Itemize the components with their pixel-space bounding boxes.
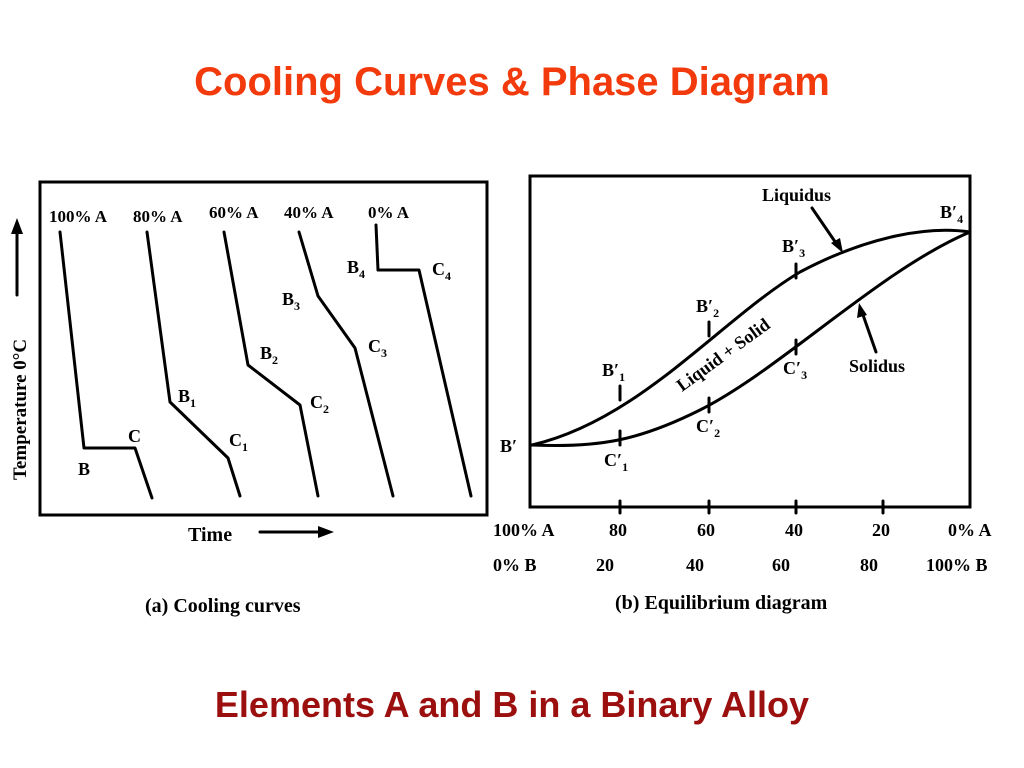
point-C3-prime: C′3 xyxy=(783,358,807,382)
point-C1-prime: C′1 xyxy=(604,450,628,474)
liquidus-curve xyxy=(530,228,972,447)
a-tick-1: 80 xyxy=(609,520,627,540)
solidus-label: Solidus xyxy=(849,356,905,376)
cooling-y-axis: Temperature 0°C xyxy=(10,218,31,480)
b-tick-2: 40 xyxy=(686,555,704,575)
solidus-curve xyxy=(530,230,972,448)
point-B3: B3 xyxy=(282,289,300,313)
curve-header-80A: 80% A xyxy=(133,207,183,226)
cooling-curve-100A xyxy=(58,230,154,500)
point-B: B xyxy=(78,459,90,479)
a-tick-3: 40 xyxy=(785,520,803,540)
solidus-arrow xyxy=(860,310,878,354)
liquid-solid-region-label: Liquid + Solid xyxy=(673,314,774,395)
time-arrow-head xyxy=(318,526,334,538)
b-tick-1: 20 xyxy=(596,555,614,575)
curve-header-0A: 0% A xyxy=(368,203,410,222)
point-B1: B1 xyxy=(178,386,196,410)
b-tick-5: 100% B xyxy=(926,555,988,575)
b-tick-4: 80 xyxy=(860,555,878,575)
point-B3-prime: B′3 xyxy=(782,236,805,260)
y-axis-label: Temperature 0°C xyxy=(10,339,31,480)
a-tick-0: 100% A xyxy=(493,520,555,540)
cooling-curve-40A xyxy=(297,230,395,498)
point-B1-prime: B′1 xyxy=(602,360,625,384)
point-B2-prime: B′2 xyxy=(696,296,719,320)
liquidus-arrow-head xyxy=(831,238,843,253)
y-axis-arrow-head xyxy=(11,218,23,234)
point-C2: C2 xyxy=(310,392,329,416)
point-C: C xyxy=(128,426,141,446)
time-axis: Time xyxy=(188,524,334,546)
point-B4-prime: B′4 xyxy=(940,202,963,226)
point-B-prime: B′ xyxy=(500,436,517,456)
equilibrium-frame xyxy=(528,174,972,509)
slide-subtitle: Elements A and B in a Binary Alloy xyxy=(214,684,810,725)
curve-header-60A: 60% A xyxy=(209,203,259,222)
x-axis-label: Time xyxy=(188,524,232,546)
equilibrium-caption: (b) Equilibrium diagram xyxy=(615,592,828,614)
point-C3: C3 xyxy=(368,336,387,360)
liquidus-label: Liquidus xyxy=(762,185,831,205)
curve-header-40A: 40% A xyxy=(284,203,334,222)
b-tick-0: 0% B xyxy=(493,555,537,575)
point-B4: B4 xyxy=(347,257,365,281)
b-tick-3: 60 xyxy=(772,555,790,575)
cooling-curve-80A xyxy=(145,230,242,498)
point-B2: B2 xyxy=(260,343,278,367)
curve-header-100A: 100% A xyxy=(49,207,108,226)
cooling-curves-frame xyxy=(38,180,489,517)
point-C4: C4 xyxy=(432,259,451,283)
liquidus-arrow xyxy=(810,206,840,248)
a-tick-4: 20 xyxy=(872,520,890,540)
point-C2-prime: C′2 xyxy=(696,416,720,440)
a-tick-5: 0% A xyxy=(948,520,992,540)
a-tick-2: 60 xyxy=(697,520,715,540)
point-C1: C1 xyxy=(229,430,248,454)
cooling-caption: (a) Cooling curves xyxy=(145,595,301,617)
solidus-arrow-head xyxy=(857,303,867,318)
slide-title: Cooling Curves & Phase Diagram xyxy=(194,60,830,104)
cooling-curve-60A xyxy=(222,230,320,498)
cooling-curve-0A xyxy=(374,223,473,498)
